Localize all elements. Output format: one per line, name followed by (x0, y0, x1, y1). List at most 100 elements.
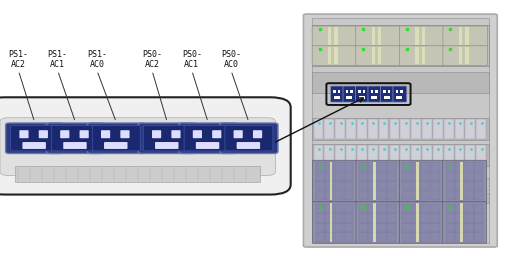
Bar (333, 96, 339, 99)
Bar (324, 119, 334, 139)
Bar (389, 145, 399, 165)
Bar (313, 145, 323, 165)
Bar (414, 47, 418, 64)
FancyBboxPatch shape (343, 86, 356, 102)
Bar (315, 181, 324, 190)
Bar (377, 204, 386, 213)
Bar (473, 191, 482, 200)
Bar (15, 166, 260, 182)
FancyBboxPatch shape (120, 130, 129, 138)
Bar (402, 213, 410, 222)
Bar (445, 204, 454, 213)
Bar (455, 204, 463, 213)
Bar (377, 47, 381, 64)
Bar (324, 145, 334, 165)
Text: PS1-
AC2: PS1- AC2 (8, 50, 29, 69)
Bar (387, 223, 395, 232)
FancyBboxPatch shape (355, 45, 400, 65)
Bar (334, 204, 343, 213)
Bar (334, 191, 343, 200)
Bar (371, 47, 374, 64)
Bar (346, 96, 352, 99)
Bar (357, 180, 371, 188)
Bar (312, 193, 488, 203)
Bar (442, 180, 456, 188)
Bar (358, 162, 367, 171)
Bar (377, 162, 386, 171)
Bar (315, 232, 324, 242)
FancyBboxPatch shape (92, 125, 140, 151)
Bar (377, 232, 386, 242)
Bar (358, 213, 367, 222)
Bar (387, 172, 395, 181)
Bar (358, 96, 364, 99)
Bar (325, 223, 333, 232)
Bar (315, 223, 324, 232)
Bar (420, 191, 429, 200)
Bar (464, 232, 472, 242)
Bar (325, 232, 333, 242)
Bar (445, 223, 454, 232)
FancyBboxPatch shape (195, 142, 219, 149)
Bar (387, 213, 395, 222)
Bar (454, 145, 464, 165)
Bar (400, 119, 409, 139)
FancyBboxPatch shape (171, 130, 180, 138)
Bar (358, 204, 367, 213)
Bar (313, 119, 323, 139)
Bar (464, 204, 472, 213)
Bar (455, 223, 463, 232)
Bar (325, 172, 333, 181)
FancyBboxPatch shape (212, 130, 221, 138)
Bar (367, 232, 377, 242)
Bar (455, 191, 463, 200)
Bar (350, 90, 352, 93)
Bar (455, 232, 463, 242)
Text: PS1-
AC0: PS1- AC0 (87, 50, 107, 69)
Bar (362, 90, 364, 93)
Bar (315, 213, 324, 222)
Bar (455, 162, 463, 171)
Bar (343, 180, 356, 188)
Bar (465, 145, 474, 165)
Text: PS0-
AC1: PS0- AC1 (181, 50, 202, 69)
Bar (334, 223, 343, 232)
Bar (421, 27, 424, 45)
Bar (337, 90, 340, 93)
FancyBboxPatch shape (104, 142, 127, 149)
Bar (346, 119, 355, 139)
Bar (411, 213, 420, 222)
Bar (464, 162, 472, 171)
FancyBboxPatch shape (399, 45, 443, 65)
FancyBboxPatch shape (442, 45, 487, 65)
Bar (334, 27, 337, 45)
Bar (356, 145, 366, 165)
Bar (395, 96, 402, 99)
FancyBboxPatch shape (138, 123, 196, 153)
Bar (335, 119, 345, 139)
Bar (430, 181, 439, 190)
Bar (325, 191, 333, 200)
Bar (385, 180, 399, 188)
Bar (464, 172, 472, 181)
Bar (464, 213, 472, 222)
Bar (367, 213, 377, 222)
Bar (400, 180, 413, 188)
Bar (343, 172, 352, 181)
Bar (367, 191, 377, 200)
Bar (332, 90, 335, 93)
Bar (312, 144, 488, 166)
Bar (473, 181, 482, 190)
Bar (343, 223, 352, 232)
FancyBboxPatch shape (192, 130, 202, 138)
Bar (375, 90, 377, 93)
Bar (325, 204, 333, 213)
Bar (420, 172, 429, 181)
Bar (367, 145, 377, 165)
Bar (314, 180, 328, 188)
FancyBboxPatch shape (87, 123, 145, 153)
Bar (378, 145, 388, 165)
FancyBboxPatch shape (51, 125, 99, 151)
FancyBboxPatch shape (22, 142, 46, 149)
FancyBboxPatch shape (442, 26, 487, 46)
